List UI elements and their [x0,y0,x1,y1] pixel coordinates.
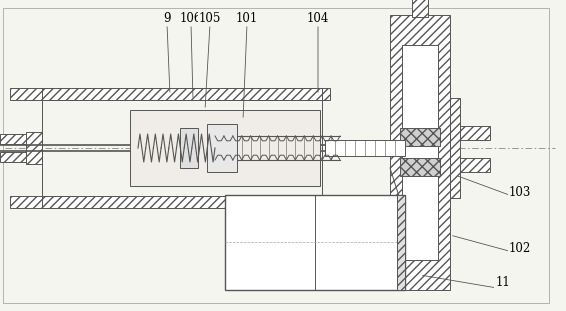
Circle shape [186,161,192,167]
Circle shape [432,167,438,172]
Text: 11: 11 [496,276,511,290]
Bar [42,196,322,208]
Bar [325,140,405,156]
Bar [26,132,42,164]
Bar [460,158,490,172]
Bar [130,110,320,186]
Circle shape [186,145,192,151]
Circle shape [402,132,408,137]
Bar [460,126,490,140]
Bar [397,195,405,290]
Bar [402,45,438,260]
Circle shape [432,157,438,163]
Circle shape [219,135,225,141]
Circle shape [402,137,408,142]
Circle shape [402,128,408,132]
Circle shape [432,142,438,146]
Circle shape [186,129,192,135]
Circle shape [219,145,225,151]
Text: 105: 105 [199,12,221,25]
Bar [400,128,440,146]
Circle shape [432,137,438,142]
Bar [400,158,440,176]
Circle shape [402,171,408,177]
Text: 106: 106 [180,12,202,25]
Bar [42,88,322,208]
Bar [42,88,322,100]
Circle shape [402,157,408,163]
Bar [450,98,460,198]
Bar [0,152,28,162]
Circle shape [432,162,438,167]
Circle shape [219,125,225,131]
Bar [225,195,405,290]
Circle shape [402,167,408,172]
Bar [0,134,28,144]
Text: 104: 104 [307,12,329,25]
Text: 9: 9 [163,12,171,25]
Text: 101: 101 [236,12,258,25]
Circle shape [402,142,408,146]
Circle shape [432,128,438,132]
Circle shape [402,162,408,167]
Text: 103: 103 [509,187,531,199]
Text: 102: 102 [509,242,531,254]
Circle shape [219,155,225,161]
Circle shape [432,171,438,177]
Bar [10,88,330,100]
Bar [412,0,428,17]
Bar [10,196,330,208]
Bar [207,124,237,172]
Bar [390,15,450,290]
Circle shape [432,132,438,137]
Circle shape [219,165,225,171]
Bar [180,128,198,168]
